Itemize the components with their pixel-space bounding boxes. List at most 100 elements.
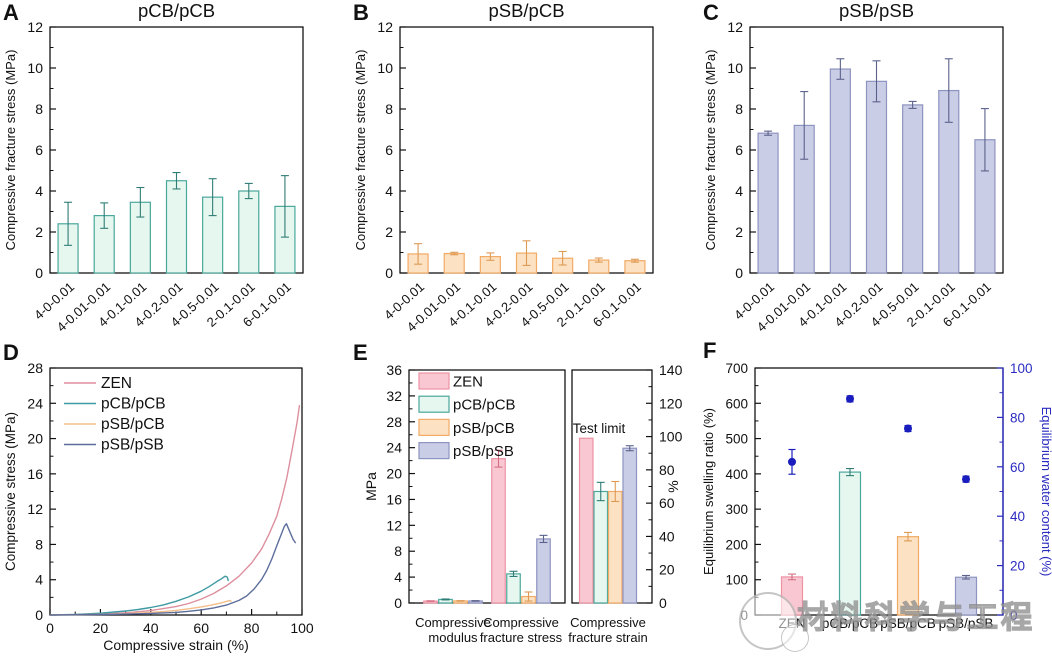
y-tick-label: 28 — [386, 414, 402, 430]
y-tick-label: 80 — [1010, 410, 1025, 425]
panel-f-combo-chart: F 0 100 200 300 400 500 600 700 0 20 40 60 80 100 Equil… — [701, 338, 1052, 631]
y-tick-label: 0 — [1010, 608, 1018, 623]
bar — [443, 252, 465, 274]
legend-swatch — [418, 441, 450, 460]
y-tick-label: 6 — [35, 142, 43, 158]
x-tick-label: 0 — [46, 620, 54, 636]
legend-swatch — [418, 395, 450, 413]
y-tick-label: 0 — [735, 265, 743, 281]
y-tick-label: 10 — [27, 60, 43, 76]
series-line-pSB/pCB — [49, 599, 232, 616]
y-tick-label: 140 — [659, 362, 683, 378]
plot-frame — [49, 367, 303, 616]
y-tick-label: 12 — [27, 19, 43, 35]
y-tick-label: 28 — [27, 360, 43, 376]
panel-e-grouped-bar-chart: E04812162024283236MPaCompressivemodulusC… — [353, 340, 683, 645]
panel-title: pSB/pCB — [488, 0, 564, 21]
y-tick-label: 24 — [27, 395, 43, 411]
y-tick-label: 20 — [386, 466, 402, 482]
y-tick-label: 12 — [727, 19, 743, 35]
y-tick-label: 400 — [725, 467, 748, 482]
x-tick-label: pSB/pSB — [939, 616, 994, 631]
y-tick-label: 120 — [659, 395, 683, 411]
y-tick-label: 60 — [659, 495, 675, 511]
left-y-axis-label: MPa — [363, 472, 379, 501]
y-tick-label: 20 — [27, 431, 43, 447]
legend-label: pSB/pSB — [453, 443, 514, 460]
y-tick-label: 12 — [27, 501, 43, 517]
y-tick-label: 200 — [725, 537, 748, 552]
y-tick-label: 8 — [35, 101, 43, 117]
legend-label: ZEN — [101, 375, 132, 392]
right-y-axis-label: % — [665, 480, 681, 492]
legend-label: pSB/pCB — [453, 420, 515, 437]
y-tick-label: 40 — [659, 528, 675, 544]
right-y-axis-label: Equilibrium water content (%) — [1039, 407, 1052, 577]
group-label: fracture stress — [480, 630, 563, 645]
bar — [954, 576, 978, 616]
y-tick-label: 60 — [1010, 460, 1025, 475]
y-tick-label: 0 — [740, 608, 748, 623]
y-tick-label: 16 — [386, 491, 402, 507]
y-tick-label: 0 — [35, 265, 43, 281]
group-label: Compressive — [570, 615, 646, 630]
group-label: Compressive — [483, 615, 559, 630]
y-tick-label: 2 — [735, 224, 743, 240]
legend-label: pSB/pSB — [101, 437, 164, 454]
legend-swatch — [418, 418, 450, 437]
scatter-dot — [846, 394, 854, 403]
bar — [506, 573, 521, 604]
panel-letter: A — [3, 0, 19, 25]
y-axis-label: Compressive stress (MPa) — [3, 412, 18, 571]
y-tick-label: 0 — [659, 595, 667, 611]
y-tick-label: 12 — [386, 517, 402, 533]
group-label: fracture strain — [568, 630, 647, 645]
group-label: Compressive — [415, 615, 491, 630]
scatter-dot — [904, 424, 912, 433]
y-tick-label: 12 — [377, 19, 393, 35]
bar — [593, 490, 609, 604]
y-tick-label: 4 — [35, 572, 43, 588]
legend-label: ZEN — [453, 374, 483, 391]
bar — [829, 68, 851, 274]
bar — [865, 80, 888, 274]
y-tick-label: 100 — [1010, 361, 1033, 376]
series-line-pCB/pCB — [49, 575, 230, 616]
panel-letter: E — [353, 340, 368, 365]
panel-letter: F — [703, 338, 716, 363]
legend-label: pCB/pCB — [453, 397, 516, 414]
bar — [622, 447, 638, 604]
y-tick-label: 600 — [725, 396, 748, 411]
y-tick-label: 24 — [386, 440, 402, 456]
bar — [607, 490, 623, 604]
y-tick-label: 4 — [735, 183, 743, 199]
scatter-dot — [962, 475, 970, 484]
y-tick-label: 8 — [385, 101, 393, 117]
y-tick-label: 300 — [725, 502, 748, 517]
y-axis-label: Compressive fracture stress (MPa) — [353, 50, 368, 251]
y-tick-label: 500 — [725, 432, 748, 447]
plot-frame — [399, 26, 654, 274]
x-axis-label: Compressive strain (%) — [103, 637, 248, 653]
y-tick-label: 2 — [35, 224, 43, 240]
bar — [757, 132, 779, 274]
y-tick-label: 10 — [727, 60, 743, 76]
legend-label: pSB/pCB — [101, 416, 165, 433]
y-tick-label: 20 — [1010, 559, 1025, 574]
y-tick-label: 32 — [386, 388, 402, 404]
y-tick-label: 4 — [385, 183, 393, 199]
bar — [491, 458, 506, 604]
series-line-pSB/pSB — [49, 523, 297, 616]
x-tick-label: 40 — [143, 620, 159, 636]
bar — [165, 180, 188, 274]
bar — [838, 471, 862, 616]
x-tick-label: pSB/pCB — [880, 616, 936, 631]
y-tick-label: 8 — [735, 101, 743, 117]
y-tick-label: 0 — [385, 265, 393, 281]
y-tick-label: 4 — [394, 569, 402, 585]
y-axis-label: Compressive fracture stress (MPa) — [703, 50, 718, 251]
y-tick-label: 8 — [394, 543, 402, 559]
panel-letter: B — [353, 0, 369, 25]
